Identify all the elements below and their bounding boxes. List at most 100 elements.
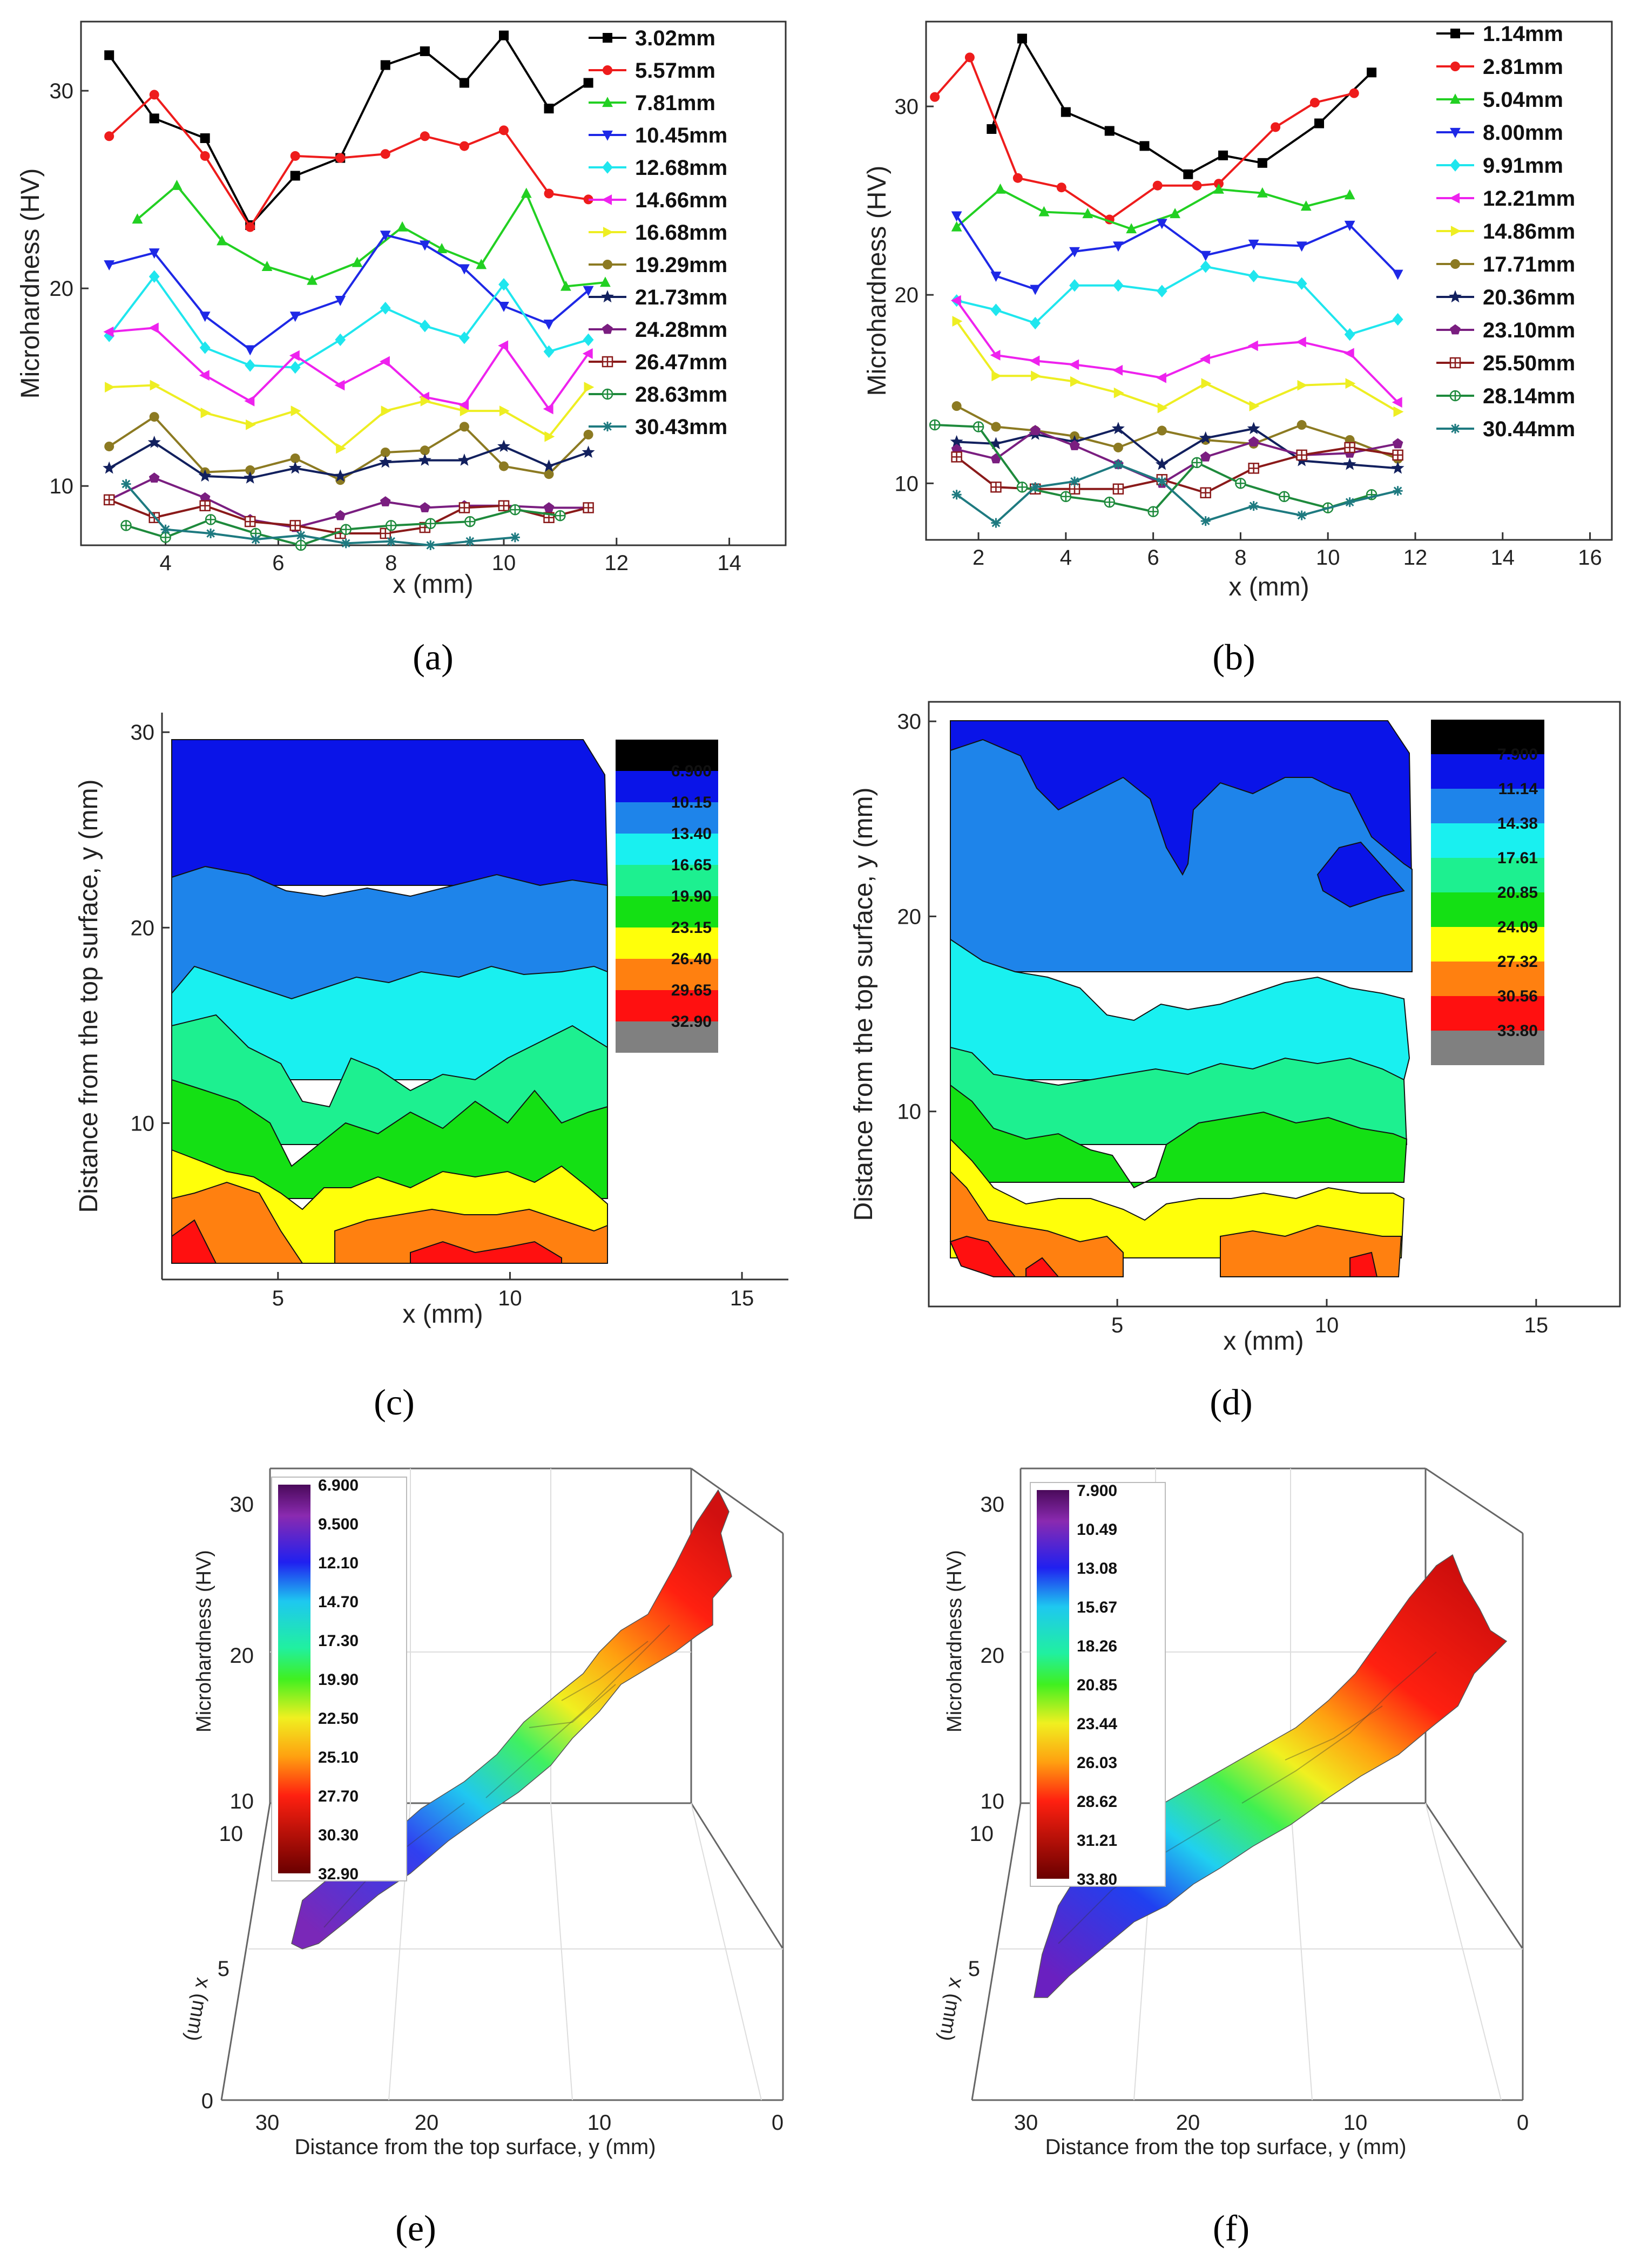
data-point-marker	[1183, 169, 1193, 179]
data-point-marker	[334, 469, 347, 482]
data-point-marker	[603, 227, 613, 238]
data-point-marker	[603, 422, 612, 431]
data-point-marker	[459, 422, 469, 432]
data-point-marker	[458, 400, 469, 411]
data-point-marker	[1200, 487, 1211, 498]
data-point-marker	[498, 500, 510, 512]
series-line	[955, 215, 1399, 290]
legend-label: 30.43mm	[635, 415, 727, 439]
data-point-marker	[1113, 442, 1123, 452]
series-line	[935, 424, 1372, 513]
data-point-marker	[420, 445, 430, 456]
colorbar: 6.900 9.500 12.10 14.70 17.30 19.90 22.50 25.10…	[271, 1477, 407, 1883]
data-point-marker	[543, 403, 553, 415]
data-point-marker	[457, 453, 471, 466]
caption-b: (b)	[1212, 637, 1255, 678]
colorbar-label: 33.80	[1077, 1871, 1117, 1888]
data-point-marker	[1200, 516, 1211, 526]
data-point-marker	[544, 469, 554, 479]
data-point-marker	[1156, 372, 1166, 383]
data-point-marker	[289, 361, 301, 374]
legend-label: 30.44mm	[1483, 417, 1575, 441]
x-tick-labels: 2 4 6 8 10 12 14 16	[973, 532, 1602, 570]
colorbar-label: 7.900	[1077, 1482, 1117, 1500]
data-point-marker	[583, 286, 594, 296]
data-point-marker	[1113, 387, 1124, 398]
data-point-marker	[1030, 285, 1041, 295]
data-point-marker	[583, 502, 594, 513]
series-line	[956, 265, 1399, 336]
data-point-marker	[1271, 122, 1281, 132]
colorbar-label: 23.15	[671, 919, 712, 937]
data-point-marker	[1069, 279, 1080, 292]
z-tick-label: 20	[981, 1644, 1005, 1668]
data-point-marker	[1279, 491, 1290, 502]
data-point-marker	[1104, 126, 1115, 136]
data-point-marker	[200, 407, 211, 418]
data-point-marker	[1393, 486, 1403, 496]
data-point-marker	[1112, 364, 1123, 376]
data-point-marker	[951, 451, 962, 463]
colorbar-label: 15.67	[1077, 1599, 1117, 1616]
data-point-marker	[244, 516, 256, 527]
data-point-marker	[1296, 420, 1307, 430]
z-tick-label: 10	[230, 1790, 254, 1813]
x-tick-label: 5	[272, 1287, 284, 1310]
x-tick-label: 20	[415, 2111, 439, 2135]
data-point-marker	[1113, 459, 1123, 470]
colorbar-label: 12.10	[318, 1554, 359, 1572]
series-line	[108, 274, 589, 369]
legend-label: 20.36mm	[1483, 286, 1575, 309]
data-point-marker	[951, 211, 962, 222]
series-24.28mm	[104, 472, 594, 532]
data-point-marker	[1200, 451, 1211, 462]
data-point-marker	[544, 431, 555, 442]
data-point-marker	[1156, 219, 1167, 229]
data-point-marker	[379, 356, 390, 367]
y-axis-label: Microhardness (HV)	[863, 166, 892, 396]
data-point-marker	[425, 518, 436, 529]
data-point-marker	[1017, 33, 1027, 44]
x-tick-label: 8	[1234, 546, 1246, 570]
data-point-marker	[104, 260, 115, 271]
data-point-marker	[261, 261, 273, 271]
data-point-marker	[420, 46, 430, 56]
data-point-marker	[951, 444, 962, 454]
colorbar-gradient	[278, 1485, 310, 1873]
data-point-marker	[989, 437, 1003, 450]
data-point-marker	[1157, 476, 1167, 486]
data-point-marker	[1309, 98, 1320, 108]
legend-label: 12.68mm	[635, 156, 727, 180]
data-point-marker	[459, 78, 469, 88]
legend-entry: 8.00mm	[1436, 121, 1563, 145]
data-point-marker	[602, 161, 613, 174]
panel-f: 7.900 10.49 13.08 15.67 18.26 20.85 23.44 26.03…	[935, 1467, 1529, 2249]
data-point-marker	[1030, 425, 1041, 435]
x-axis-label: Distance from the top surface, y (mm)	[294, 2135, 656, 2159]
data-point-marker	[1449, 390, 1461, 402]
data-point-marker	[420, 395, 431, 407]
data-point-marker	[150, 380, 160, 391]
data-point-marker	[397, 221, 408, 232]
legend-entry: 3.02mm	[589, 26, 715, 50]
contour-band	[171, 1014, 608, 1145]
x-tick-label: 10	[1316, 546, 1340, 570]
data-point-marker	[459, 264, 470, 275]
data-point-marker	[602, 130, 613, 141]
colorbar-swatch	[1431, 962, 1544, 996]
data-point-marker	[582, 348, 593, 359]
colorbar-label: 19.90	[671, 888, 712, 905]
legend-entry: 14.66mm	[589, 188, 727, 212]
data-point-marker	[103, 326, 114, 337]
y-tick-label: 20	[131, 916, 155, 940]
y-axis-label: Microhardness (HV)	[16, 168, 45, 399]
data-point-marker	[1111, 422, 1125, 435]
data-point-marker	[990, 482, 1002, 493]
caption-e: (e)	[395, 2208, 436, 2249]
data-point-marker	[1392, 397, 1402, 408]
colorbar-label: 20.85	[1497, 884, 1538, 902]
z-tick-label: 30	[230, 1493, 254, 1516]
data-point-marker	[200, 133, 210, 143]
grid-lines	[248, 1468, 783, 2101]
data-point-marker	[990, 303, 1002, 316]
